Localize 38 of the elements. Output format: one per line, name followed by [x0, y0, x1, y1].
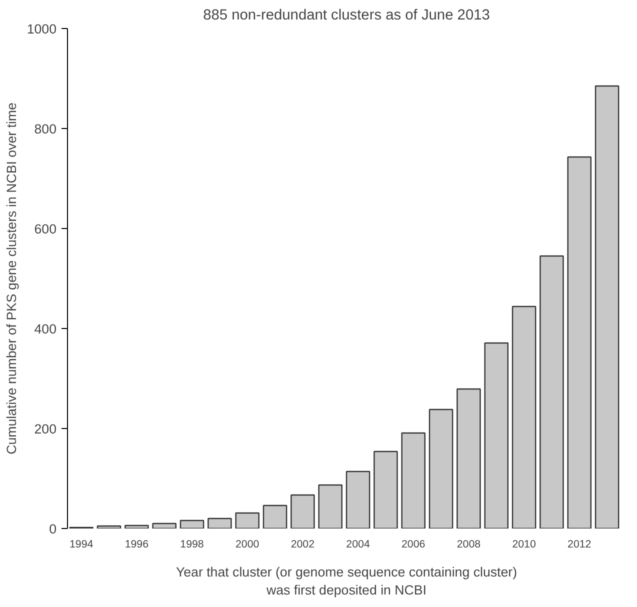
bar: [208, 518, 232, 528]
y-tick-label: 1000: [26, 22, 57, 36]
y-tick-label: 400: [34, 322, 57, 336]
y-tick-label: 600: [34, 222, 57, 236]
bar: [235, 512, 260, 528]
bar: [567, 156, 592, 528]
y-tick-label: 0: [49, 522, 57, 536]
x-tick-label: 2000: [236, 538, 260, 550]
x-tick-label: 2010: [512, 538, 536, 550]
x-tick-label: 2012: [568, 538, 592, 550]
bar: [401, 432, 426, 528]
bar: [290, 494, 315, 528]
bar: [124, 524, 149, 528]
x-tick-label: 1994: [69, 538, 94, 550]
x-tick-label: 2002: [290, 538, 315, 550]
bar: [96, 525, 122, 528]
bar: [540, 255, 564, 528]
x-axis-title: Year that cluster (or genome sequence containing cluster) was first deposited in NCBI: [176, 564, 518, 598]
y-axis-title: Cumulative number of PKS gene clusters in NCBI over time: [4, 102, 19, 454]
bar: [484, 342, 509, 528]
bar: [346, 470, 370, 528]
x-tick-label: 2004: [346, 538, 370, 550]
chart-title: 885 non-redundant clusters as of June 2013: [203, 8, 490, 24]
x-tick-label: 1998: [180, 538, 204, 550]
y-tick-label: 800: [34, 122, 57, 136]
bar: [374, 450, 398, 528]
bar: [180, 520, 204, 528]
bar: [428, 408, 454, 528]
bar: [262, 504, 288, 528]
x-tick-label: 1996: [124, 538, 149, 550]
bar: [594, 85, 620, 528]
bar: [512, 306, 536, 528]
bar: [456, 388, 481, 528]
bar: [152, 522, 176, 528]
x-tick-label: 2008: [456, 538, 481, 550]
y-tick-label: 200: [34, 422, 57, 436]
x-tick-label: 2006: [402, 538, 426, 550]
bar: [318, 484, 342, 528]
